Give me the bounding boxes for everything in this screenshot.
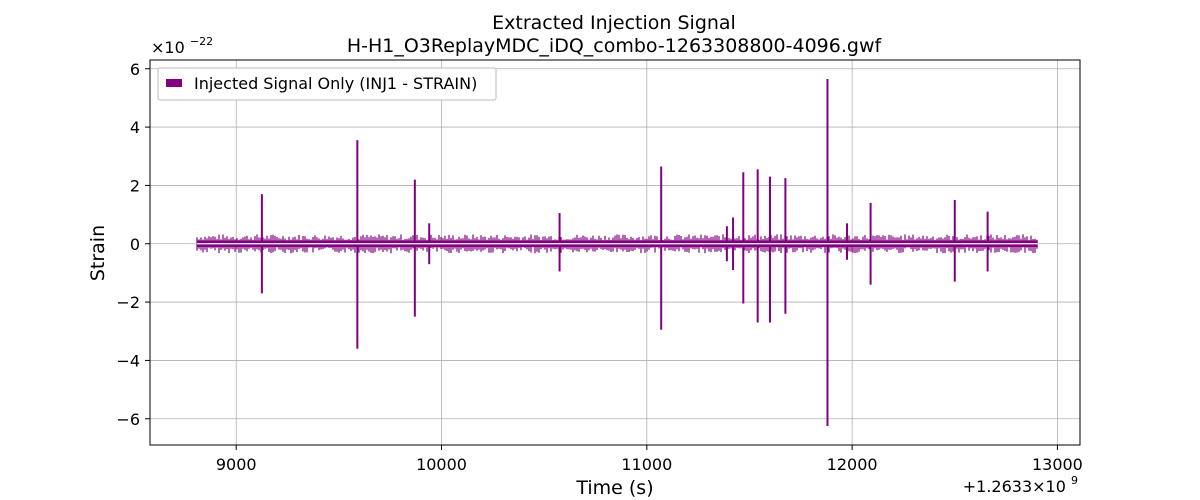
x-tick-label: 13000: [1032, 455, 1083, 474]
legend-label: Injected Signal Only (INJ1 - STRAIN): [194, 74, 477, 93]
legend-box: [157, 67, 497, 101]
x-offset-label: +1.2633×10 9: [963, 474, 1078, 496]
plot-area: [150, 60, 1080, 445]
plot-frame: [149, 59, 1081, 446]
chart-subtitle: H-H1_O3ReplayMDC_iDQ_combo-1263308800-40…: [347, 35, 883, 57]
axis-ticks: 9000 10000 11000 12000 13000 −6 −4 −2 0 2 4 6: [116, 60, 1082, 474]
series-injected-signal: [196, 78, 1038, 427]
y-multiplier-base: ×10: [151, 38, 185, 57]
legend-swatch: [166, 79, 182, 87]
y-axis-label: Strain: [87, 225, 109, 281]
legend: Injected Signal Only (INJ1 - STRAIN): [157, 67, 497, 101]
y-multiplier-exponent: −22: [190, 35, 213, 48]
y-tick-label: 0: [130, 235, 140, 254]
y-multiplier-label: ×10 −22: [151, 35, 213, 57]
x-axis-label: Time (s): [575, 477, 653, 499]
y-tick-label: 6: [130, 60, 140, 79]
y-tick-label: −4: [116, 351, 140, 370]
x-offset-exponent: 9: [1071, 474, 1078, 487]
y-tick-label: −6: [116, 410, 140, 429]
x-tick-label: 12000: [827, 455, 878, 474]
y-tick-label: −2: [116, 293, 140, 312]
x-tick-label: 9000: [216, 455, 257, 474]
y-tick-label: 2: [130, 176, 140, 195]
x-tick-label: 10000: [416, 455, 467, 474]
x-tick-label: 11000: [621, 455, 672, 474]
y-tick-label: 4: [130, 118, 140, 137]
chart-title: Extracted Injection Signal: [492, 12, 736, 34]
x-offset-base: +1.2633×10: [963, 477, 1066, 496]
